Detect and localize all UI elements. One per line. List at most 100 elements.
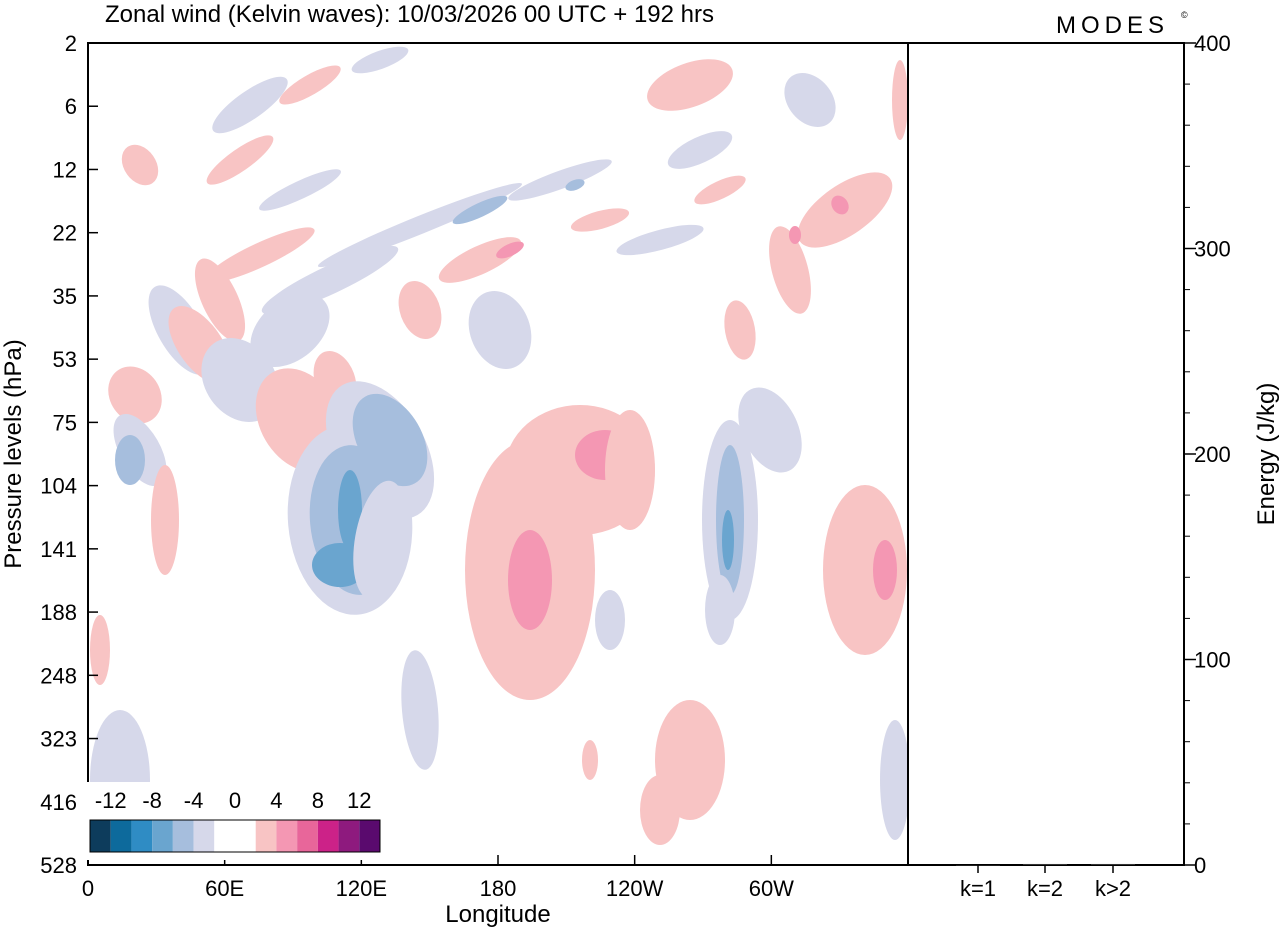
negative-wind-region (784, 73, 836, 127)
heatmap-contours (90, 46, 908, 850)
positive-wind-region (121, 144, 159, 186)
positive-wind-region (605, 410, 655, 530)
positive-wind-region (398, 280, 442, 340)
negative-wind-region (705, 575, 735, 645)
positive-wind-region (823, 485, 907, 655)
brand-mark: © (1181, 10, 1188, 20)
negative-wind-region (468, 291, 532, 369)
y-tick-label: 75 (53, 410, 77, 435)
legend-swatch (317, 820, 339, 852)
legend-label: 8 (312, 788, 324, 813)
negative-wind-region (738, 387, 802, 473)
legend-swatch (110, 820, 132, 852)
x-tick-label: 180 (480, 876, 517, 901)
negative-wind-region (317, 182, 523, 268)
legend-label: -12 (95, 788, 127, 813)
legend-frame (89, 819, 381, 853)
x-axis: 0 60E 120E 180 120W 60W (82, 855, 794, 901)
chart-title: Zonal wind (Kelvin waves): 10/03/2026 00… (105, 1, 714, 28)
legend-swatch (276, 820, 298, 852)
legend-label: 4 (270, 788, 282, 813)
energy-axis: 0 100 200 300 400 (1184, 31, 1231, 878)
legend-swatch (152, 820, 173, 852)
y-tick-label: 2 (65, 31, 77, 56)
negative-wind-region (338, 470, 362, 550)
legend-swatch (131, 820, 153, 852)
positive-wind-region (582, 740, 598, 780)
positive-wind-region (206, 135, 274, 185)
positive-wind-region (789, 226, 801, 244)
positive-wind-region (640, 775, 680, 845)
positive-wind-region (769, 226, 811, 314)
legend-swatch (359, 820, 380, 852)
legend-swatch (255, 820, 277, 852)
legend-label: 0 (229, 788, 241, 813)
positive-wind-region (205, 227, 315, 283)
negative-wind-region (508, 159, 612, 201)
energy-tick-label: 400 (1194, 31, 1231, 56)
negative-wind-region (401, 650, 439, 770)
color-legend: -12 -8 -4 0 4 8 12 (84, 782, 384, 860)
negative-wind-region (212, 76, 288, 134)
energy-tick-label: 300 (1194, 237, 1231, 262)
y-tick-label: 248 (40, 663, 77, 688)
positive-wind-region (892, 60, 908, 140)
y-tick-label: 12 (53, 157, 77, 182)
legend-swatch (172, 820, 194, 852)
legend-swatch (214, 820, 235, 852)
negative-wind-region (351, 46, 409, 74)
x-tick-label: 60W (749, 876, 794, 901)
positive-wind-region (90, 615, 110, 685)
positive-wind-region (438, 237, 522, 283)
energy-axis-label: Energy (J/kg) (1253, 383, 1280, 526)
legend-label: -4 (184, 788, 204, 813)
x-axis-label: Longitude (445, 901, 550, 928)
legend-swatch (193, 820, 215, 852)
legend-swatch (338, 820, 360, 852)
legend-label: -8 (142, 788, 162, 813)
y-axis: 2 6 12 22 35 53 75 104 141 188 248 323 416 528 (40, 31, 98, 878)
legend-swatch (90, 820, 111, 852)
positive-wind-region (108, 366, 162, 424)
energy-bars: k=1 k=2 k>2 (956, 863, 1135, 901)
energy-category-label: k>2 (1095, 876, 1131, 901)
positive-wind-region (694, 175, 746, 205)
energy-bar (1023, 863, 1067, 865)
energy-tick-label: 0 (1194, 853, 1206, 878)
y-tick-label: 323 (40, 727, 77, 752)
positive-wind-region (508, 530, 552, 630)
negative-wind-region (722, 510, 734, 570)
y-tick-label: 53 (53, 347, 77, 372)
y-tick-label: 528 (40, 853, 77, 878)
energy-tick-label: 200 (1194, 442, 1231, 467)
y-tick-label: 22 (53, 221, 77, 246)
negative-wind-region (352, 393, 428, 487)
positive-wind-region (873, 540, 897, 600)
energy-category-label: k=2 (1027, 876, 1063, 901)
positive-wind-region (831, 195, 849, 215)
legend-swatch (297, 820, 318, 852)
legend-swatch (235, 820, 256, 852)
positive-wind-region (496, 241, 524, 259)
x-tick-label: 120W (606, 876, 664, 901)
energy-bar (1091, 863, 1135, 865)
y-tick-label: 416 (40, 790, 77, 815)
negative-wind-region (259, 169, 341, 211)
legend-label: 12 (347, 788, 371, 813)
y-axis-label: Pressure levels (hPa) (0, 339, 27, 568)
y-tick-label: 35 (53, 284, 77, 309)
negative-wind-region (667, 131, 733, 169)
negative-wind-region (115, 435, 145, 485)
negative-wind-region (565, 179, 585, 191)
negative-wind-region (595, 590, 625, 650)
positive-wind-region (279, 65, 341, 105)
energy-frame (907, 42, 1185, 866)
x-tick-label: 0 (82, 876, 94, 901)
positive-wind-region (194, 258, 246, 342)
brand-logo: MODES (1056, 12, 1169, 39)
y-tick-label: 104 (40, 474, 77, 499)
negative-wind-region (250, 293, 330, 367)
negative-wind-region (452, 195, 508, 225)
energy-category-label: k=1 (960, 876, 996, 901)
